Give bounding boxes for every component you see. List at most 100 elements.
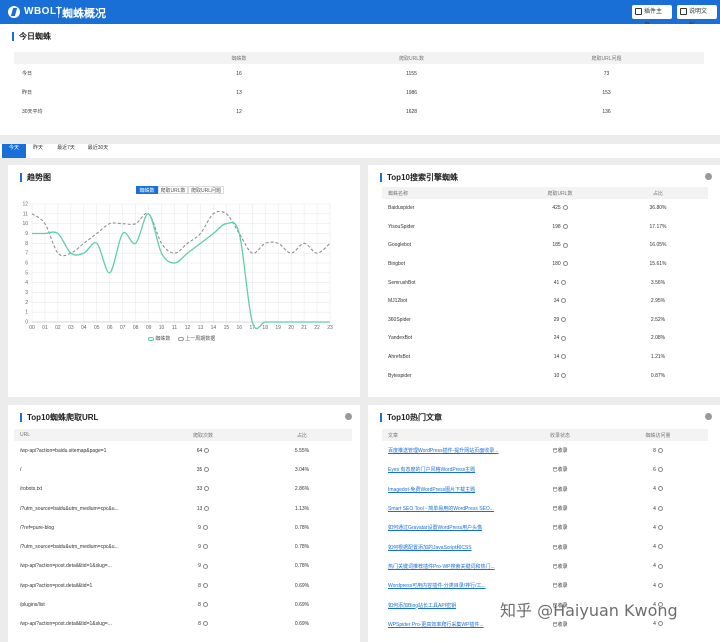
info-circle-icon[interactable] xyxy=(562,242,568,248)
info-circle-icon[interactable] xyxy=(204,505,210,511)
post-title-text[interactable]: 如何根据配置添加的JavaScript和CSS xyxy=(388,544,472,551)
post-title-text[interactable]: 百度推送管理WordPress插件-提升网站页面收录... xyxy=(388,448,499,455)
spider-visits: 8 xyxy=(608,441,708,460)
tab-today[interactable]: 今天 xyxy=(2,144,26,158)
close-icon[interactable] xyxy=(705,173,712,180)
crawled-url: /?utm_source=baidu&utm_medium=cpc&u... xyxy=(14,499,154,518)
info-circle-icon[interactable] xyxy=(202,602,208,608)
cell-issues: 136 xyxy=(602,108,611,115)
info-circle-icon[interactable] xyxy=(561,279,567,285)
share-percent-text: 36.80% xyxy=(649,205,667,212)
spider-visits: 4 xyxy=(608,537,708,556)
info-circle-icon[interactable] xyxy=(561,354,567,360)
post-title-text[interactable]: 如何添加Bing站长工具API密钥 xyxy=(388,602,457,609)
top-bar: WBOLT 蜘蛛概况 插件主页 说明文档 xyxy=(0,0,720,29)
tab-last-30-days[interactable]: 最近30天 xyxy=(87,145,109,151)
spider-name: Baiduspider xyxy=(382,199,512,218)
crawl-count: 13 xyxy=(154,499,252,518)
info-circle-icon[interactable] xyxy=(202,563,208,569)
share-percent: 2.86% xyxy=(252,480,352,499)
x-tick-label: 12 xyxy=(185,325,191,331)
table-header-row: 蜘蛛数 爬取URL数 爬取URL问题 xyxy=(14,52,704,64)
info-circle-icon[interactable] xyxy=(202,621,208,627)
crawl-count-text: 41 xyxy=(553,279,560,286)
tab-yesterday[interactable]: 昨天 xyxy=(32,145,43,151)
info-circle-icon[interactable] xyxy=(657,525,663,530)
table-header: 爬取URL问题 xyxy=(509,52,704,64)
post-title-text[interactable]: Wordpress可用内容插件-分类目录/排行/工... xyxy=(388,583,486,590)
info-circle-icon[interactable] xyxy=(204,467,210,473)
info-circle-icon[interactable] xyxy=(657,447,663,453)
index-status-text: 已收录 xyxy=(552,486,568,493)
info-circle-icon[interactable] xyxy=(202,525,208,530)
post-title-text[interactable]: 如何通过Gravatar设置WordPress用户头像 xyxy=(388,525,483,532)
info-circle-icon[interactable] xyxy=(657,486,663,492)
segment-crawled-urls[interactable]: 爬取URL数 xyxy=(158,186,188,194)
post-title: 如何通过Gravatar设置WordPress用户头像 xyxy=(382,518,512,537)
info-circle-icon[interactable] xyxy=(561,298,567,304)
close-icon[interactable] xyxy=(705,413,712,420)
watermark: 知乎 @Haiyuan Kwong xyxy=(500,601,678,620)
index-status: 已收录 xyxy=(512,480,608,499)
crawl-count: 425 xyxy=(512,199,608,218)
spider-name: SemrushBot xyxy=(382,273,512,292)
segment-url-issues[interactable]: 爬取URL问题 xyxy=(188,186,224,194)
table-row: /robots.txt 33 2.86% xyxy=(14,480,352,499)
info-circle-icon[interactable] xyxy=(562,205,568,211)
share-percent: 2.08% xyxy=(608,329,708,348)
spider-count-line xyxy=(31,213,330,330)
info-circle-icon[interactable] xyxy=(561,317,567,323)
info-circle-icon[interactable] xyxy=(657,582,663,588)
crawled-url-text: /wp-api?action=post.detail&tid=1&slug=..… xyxy=(20,563,112,570)
index-status: 已收录 xyxy=(512,460,608,479)
post-title-text[interactable]: Imagedot-免费WordPress图片下载主题 xyxy=(388,486,476,493)
crawl-count-text: 9 xyxy=(198,544,201,551)
info-circle-icon[interactable] xyxy=(657,505,663,511)
info-circle-icon[interactable] xyxy=(204,486,210,492)
urls-table: URL 爬取次数 占比 /wp-api?action=baidu.sitemap… xyxy=(14,429,352,634)
x-tick-label: 18 xyxy=(262,325,268,331)
post-title-text[interactable]: 热门关键词推荐插件Pro-WP搜索关键词和热门... xyxy=(388,563,495,570)
info-circle-icon[interactable] xyxy=(657,563,663,569)
today-spiders-panel: 今日蜘蛛 蜘蛛数 爬取URL数 爬取URL问题 今日 16 1155 73 昨日… xyxy=(0,24,720,135)
spider-visits: 4 xyxy=(608,557,708,576)
share-percent-text: 0.69% xyxy=(294,602,310,609)
segment-spiders[interactable]: 蜘蛛数 xyxy=(136,186,158,194)
spider-visits: 4 xyxy=(608,576,708,595)
table-header: 爬取次数 xyxy=(154,429,252,441)
post-title-text[interactable]: Eyes 有态度的门户风格WordPress主题 xyxy=(388,467,476,474)
tab-last-7-days[interactable]: 最近7天 xyxy=(57,145,75,151)
crawl-count: 35 xyxy=(154,460,252,479)
x-tick-label: 16 xyxy=(237,325,243,331)
post-title-text[interactable]: Smart SEO Tool - 简单易用的WordPress SEO... xyxy=(388,506,494,513)
info-circle-icon[interactable] xyxy=(204,447,210,453)
info-circle-icon[interactable] xyxy=(202,582,208,588)
info-circle-icon[interactable] xyxy=(657,621,663,627)
table-row: Imagedot-免费WordPress图片下载主题 已收录 4 xyxy=(382,480,708,499)
post-title: Wordpress可用内容插件-分类目录/排行/工... xyxy=(382,576,512,595)
legend-label: 蜘蛛数 xyxy=(155,336,171,342)
close-icon[interactable] xyxy=(345,413,352,420)
spider-visits-text: 8 xyxy=(653,447,656,454)
plugin-home-button[interactable]: 插件主页 xyxy=(632,5,672,29)
info-circle-icon[interactable] xyxy=(657,602,663,608)
spider-visits-text: 4 xyxy=(653,563,656,570)
crawled-url: /wp-api?action=post.detail&tid=1&slug=..… xyxy=(14,615,154,634)
info-circle-icon[interactable] xyxy=(561,335,567,341)
table-row: WPSpider Pro-更高效率爬行采集WP插件... 已收录 4 xyxy=(382,615,708,634)
post-title-text[interactable]: WPSpider Pro-更高效率爬行采集WP插件... xyxy=(388,621,484,628)
docs-button[interactable]: 说明文档 xyxy=(677,5,717,29)
crawl-count: 9 xyxy=(154,537,252,556)
info-circle-icon[interactable] xyxy=(561,372,567,378)
post-title: 如何添加Bing站长工具API密钥 xyxy=(382,595,512,614)
info-circle-icon[interactable] xyxy=(562,224,568,230)
crawl-count-text: 13 xyxy=(196,505,203,512)
share-percent: 3.56% xyxy=(608,273,708,292)
info-circle-icon[interactable] xyxy=(562,261,568,267)
cell-spiders: 16 xyxy=(236,70,242,77)
info-circle-icon[interactable] xyxy=(202,544,208,550)
share-percent-text: 16.05% xyxy=(649,242,667,249)
crawl-count: 64 xyxy=(154,441,252,460)
info-circle-icon[interactable] xyxy=(657,544,663,550)
info-circle-icon[interactable] xyxy=(657,467,663,473)
